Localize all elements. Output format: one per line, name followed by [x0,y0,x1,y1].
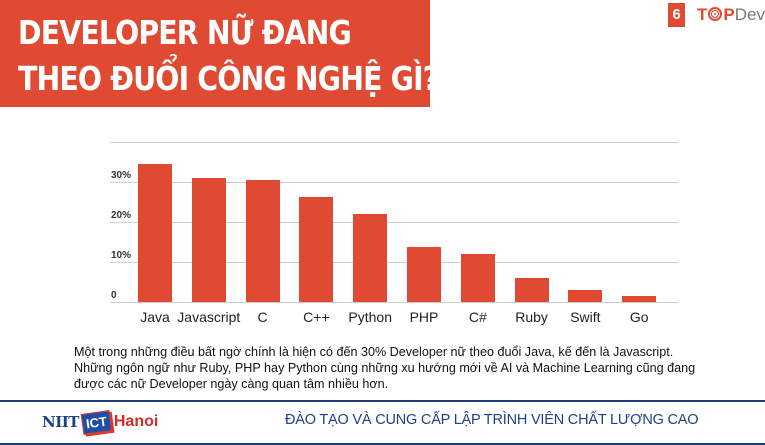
brand-p: P [723,5,735,24]
x-label: Java [140,309,170,325]
globe-icon [708,7,723,21]
ytick-20: 20% [111,210,132,221]
footer-bottom-divider [0,443,765,445]
topdev-logo: T PDev [697,4,765,26]
ytick-10: 10% [111,250,132,261]
x-label: Javascript [177,309,241,325]
brand-t: T [697,5,708,24]
gridline-20 [110,222,678,223]
bar-swift [568,290,603,302]
logo-niit: NIIT [42,413,79,431]
x-label: Python [348,309,392,325]
niit-ict-hanoi-logo: NIIT ICT Hanoi [42,405,158,439]
gridline-40 [110,142,678,143]
gridline-30 [110,182,678,183]
description-text: Một trong những điều bất ngờ chính là hi… [74,345,696,391]
x-label: C++ [303,309,330,325]
x-label: PHP [409,309,439,325]
title-line-2: THEO ĐUỔI CÔNG NGHỆ GÌ? [18,59,439,98]
bar-c [245,180,280,302]
bar-python [353,214,388,302]
bar-c- [460,254,495,302]
bar-java [138,164,172,302]
bar-chart: 30% 20% 10% 0 Java Javascript C C++ Python PH… [110,142,678,325]
bar-c- [299,196,334,302]
bar-php [407,246,441,302]
x-label: C [257,309,268,325]
x-label: Go [629,309,649,325]
footer-slogan: ĐÀO TẠO VÀ CUNG CẤP LẬP TRÌNH VIÊN CHẤT … [285,412,699,428]
x-label: Swift [570,309,601,325]
footer-top-divider [0,400,765,402]
gridline-10 [110,262,678,263]
x-label: C# [468,309,487,325]
logo-hanoi: Hanoi [113,413,159,430]
bar-go [622,296,657,302]
gridline-0 [110,302,678,303]
ytick-30: 30% [111,170,132,181]
bar-ruby [514,278,549,302]
title-line-1: DEVELOPER NỮ ĐANG [18,13,352,52]
x-label: Ruby [515,309,548,325]
bar-javascript [191,178,226,302]
ytick-0: 0 [111,290,117,301]
page-number-badge: 6 [668,3,685,27]
logo-ict: ICT [80,409,113,435]
brand-dev: Dev [734,5,765,24]
title-banner: DEVELOPER NỮ ĐANG THEO ĐUỔI CÔNG NGHỆ GÌ… [0,0,439,107]
